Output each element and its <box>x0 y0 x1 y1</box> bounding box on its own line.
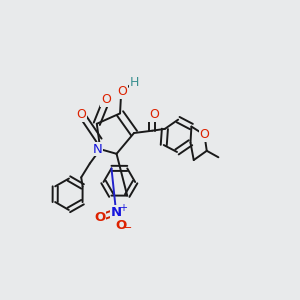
Text: O: O <box>115 219 126 232</box>
Text: O: O <box>101 93 111 106</box>
Text: O: O <box>94 211 105 224</box>
Text: O: O <box>200 128 209 141</box>
Text: +: + <box>118 203 127 213</box>
Text: O: O <box>149 108 159 121</box>
Text: N: N <box>110 206 122 218</box>
Text: −: − <box>123 223 132 233</box>
Text: H: H <box>130 76 140 89</box>
Text: N: N <box>93 143 102 156</box>
Text: O: O <box>117 85 127 98</box>
Text: O: O <box>77 108 87 121</box>
